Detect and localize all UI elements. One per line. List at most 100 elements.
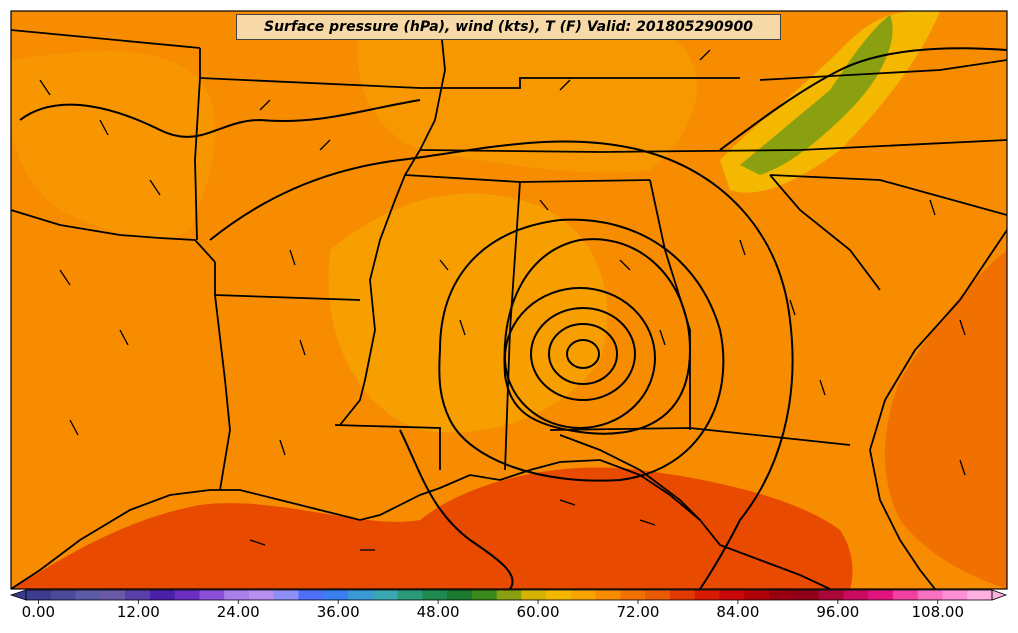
border-coast-atlantic bbox=[869, 229, 1007, 589]
border-ok-ar-line bbox=[199, 77, 421, 89]
temperature-field-cool-north bbox=[357, 15, 698, 173]
map-frame bbox=[10, 10, 1008, 590]
wind-barb bbox=[459, 319, 466, 336]
border-ok-ar bbox=[194, 77, 201, 241]
isobar-ring-5 bbox=[503, 238, 692, 435]
wind-barb bbox=[439, 259, 449, 271]
border-nc-sc bbox=[769, 174, 1007, 216]
colorbar-tick-label: 96.00 bbox=[816, 603, 860, 621]
wind-barb bbox=[59, 269, 71, 286]
temperature-field-ridge-inner bbox=[740, 15, 893, 175]
colorbar-swatch bbox=[694, 590, 721, 600]
colorbar-swatch bbox=[521, 590, 547, 600]
border-va-nc bbox=[759, 59, 1007, 81]
colorbar-swatch bbox=[620, 590, 646, 600]
wind-barb bbox=[559, 79, 571, 91]
colorbar-tick-label: 108.00 bbox=[911, 603, 965, 621]
colorbar-tick-label: 36.00 bbox=[316, 603, 360, 621]
isobar-ring-1 bbox=[566, 339, 600, 369]
colorbar-tick-label: 0.00 bbox=[21, 603, 56, 621]
isobar-ring-2 bbox=[548, 323, 618, 385]
border-mississippi-river bbox=[339, 19, 446, 426]
wind-barb bbox=[299, 339, 306, 356]
colorbar-swatch bbox=[595, 590, 621, 600]
wind-barb bbox=[319, 139, 331, 151]
wind-barb bbox=[789, 299, 796, 316]
colorbar-swatch bbox=[868, 590, 894, 600]
wind-barb bbox=[959, 319, 966, 336]
colorbar-swatch bbox=[397, 590, 423, 600]
colorbar-swatch bbox=[670, 590, 696, 600]
colorbar-extend-min bbox=[9, 589, 27, 601]
border-fl-west bbox=[559, 434, 701, 521]
colorbar-tick-label: 60.00 bbox=[516, 603, 560, 621]
colorbar-swatch bbox=[248, 590, 275, 600]
colorbar-swatch bbox=[447, 590, 473, 600]
isobar-outer bbox=[438, 218, 725, 482]
border-al-ga bbox=[649, 179, 691, 430]
isobar-south bbox=[399, 429, 514, 589]
wind-barb bbox=[279, 439, 286, 456]
colorbar-swatch bbox=[26, 590, 52, 600]
isobars bbox=[19, 47, 1007, 589]
colorbar-swatch bbox=[793, 590, 820, 600]
wind-barb bbox=[289, 249, 296, 266]
colorbar-swatch bbox=[719, 590, 745, 600]
wind-barb bbox=[959, 459, 966, 476]
border-fl-north bbox=[549, 427, 851, 446]
wind-barbs bbox=[39, 49, 966, 551]
colorbar-swatch bbox=[75, 590, 101, 600]
colorbar-swatch bbox=[125, 590, 151, 600]
colorbar-swatch bbox=[422, 590, 448, 600]
map-plot-area bbox=[11, 11, 1007, 589]
colorbar-swatch bbox=[744, 590, 770, 600]
wind-barb bbox=[559, 499, 576, 506]
wind-barb bbox=[699, 49, 711, 61]
border-ga-sc bbox=[769, 174, 881, 291]
isobar-ring-3 bbox=[530, 307, 636, 401]
temperature-field-warm-gulf bbox=[11, 467, 853, 589]
wind-barb bbox=[119, 329, 129, 346]
colorbar-tick-label: 12.00 bbox=[116, 603, 160, 621]
wind-barb bbox=[149, 179, 161, 196]
colorbar-swatch bbox=[471, 590, 498, 600]
colorbar-swatch bbox=[843, 590, 869, 600]
colorbar-swatch bbox=[372, 590, 399, 600]
isobar-northeast bbox=[719, 47, 1007, 151]
colorbar-frame bbox=[25, 589, 993, 601]
colorbar-swatch bbox=[149, 590, 176, 600]
colorbar-swatch bbox=[942, 590, 968, 600]
colorbar-swatch bbox=[818, 590, 844, 600]
colorbar-tick-label: 48.00 bbox=[416, 603, 460, 621]
colorbar-swatch bbox=[917, 590, 943, 600]
border-tn-ky bbox=[419, 139, 1007, 153]
border-la-ms bbox=[334, 424, 441, 470]
colorbar-swatch bbox=[50, 590, 77, 600]
colorbar-swatch bbox=[570, 590, 597, 600]
colorbar-swatch bbox=[645, 590, 671, 600]
isobar-wide bbox=[209, 140, 794, 589]
colorbar-extend-max bbox=[991, 589, 1008, 601]
temperature-field-cool-central bbox=[328, 193, 608, 433]
colorbar-swatch bbox=[100, 590, 126, 600]
border-tx-ok bbox=[11, 209, 216, 263]
temperature-field-warm-atlantic bbox=[885, 250, 1007, 589]
border-mo-ar bbox=[420, 77, 740, 89]
wind-barb bbox=[99, 119, 109, 136]
wind-barb bbox=[929, 199, 936, 216]
colorbar-swatch bbox=[174, 590, 200, 600]
map-title: Surface pressure (hPa), wind (kts), T (F… bbox=[236, 14, 781, 40]
border-tx-la bbox=[214, 294, 231, 491]
isobar-west bbox=[19, 99, 421, 138]
colorbar-tick-label: 24.00 bbox=[216, 603, 260, 621]
state-borders bbox=[11, 19, 1007, 589]
colorbar-swatch bbox=[199, 590, 225, 600]
colorbar-swatch bbox=[892, 590, 919, 600]
wind-barb bbox=[259, 99, 271, 111]
colorbar-swatch bbox=[298, 590, 324, 600]
colorbar-swatch bbox=[769, 590, 795, 600]
colorbar-swatch bbox=[224, 590, 250, 600]
colorbar-swatch bbox=[323, 590, 349, 600]
wind-barb bbox=[539, 199, 549, 211]
